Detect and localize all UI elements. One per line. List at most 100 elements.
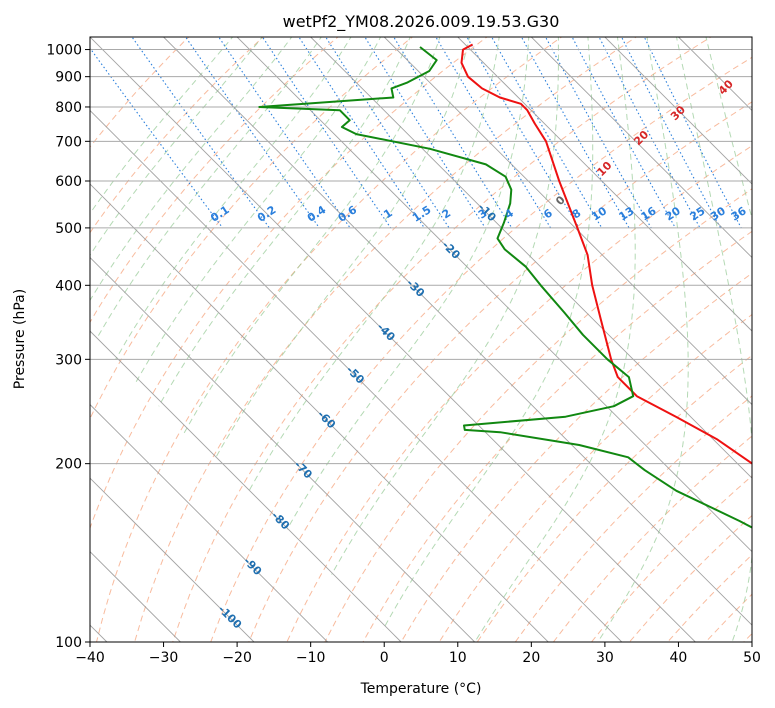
mixing-ratio-line xyxy=(364,37,486,229)
dry-adiabat-line xyxy=(743,632,752,642)
mixing-ratio-line xyxy=(90,47,224,229)
dry-adiabat-line xyxy=(90,37,265,234)
x-tick-label: −40 xyxy=(75,650,105,666)
y-tick-label: 100 xyxy=(55,635,82,651)
isotherm-line xyxy=(90,403,328,642)
x-tick-label: 50 xyxy=(743,650,761,666)
mixing-ratio-label: 25 xyxy=(688,204,708,223)
y-tick-label: 800 xyxy=(55,100,82,116)
y-tick-label: 1000 xyxy=(46,43,82,59)
dry-adiabat-line xyxy=(438,313,752,642)
isotherm-label: -70 xyxy=(292,458,315,481)
dry-adiabat-line xyxy=(476,354,752,642)
dry-adiabat-line xyxy=(210,56,752,642)
dry-adiabat-line xyxy=(90,37,414,420)
isotherm-label: -100 xyxy=(216,603,245,632)
y-tick-label: 700 xyxy=(55,134,82,150)
mixing-ratio-label: 8 xyxy=(570,206,584,221)
mixing-ratio-line xyxy=(643,37,742,229)
line-labels: -100-90-80-70-60-50-40-30-20-100.1 0.2 0.4… xyxy=(208,77,749,631)
mixing-ratio-label: 6 xyxy=(541,206,555,221)
dry-adiabat-line xyxy=(90,37,488,530)
dry-adiabat-line xyxy=(324,188,752,642)
x-tick-label: −30 xyxy=(149,650,179,666)
mixing-ratio-line xyxy=(393,37,513,229)
y-tick-label: 600 xyxy=(55,174,82,190)
isotherm-line xyxy=(383,37,752,406)
mixing-ratio-line xyxy=(131,37,270,229)
moist-adiabat-line xyxy=(158,37,411,407)
moist-adiabat-label: 30 xyxy=(668,103,688,123)
moist-adiabat-line xyxy=(382,37,594,630)
moist-adiabat-line xyxy=(597,37,689,642)
y-axis-label: Pressure (hPa) xyxy=(12,289,28,389)
y-tick-label: 200 xyxy=(55,457,82,473)
isotherm-line xyxy=(90,256,475,642)
moist-adiabat-line xyxy=(90,37,293,302)
isotherm-label: -40 xyxy=(374,321,397,344)
dry-adiabat-line xyxy=(514,395,752,642)
profile-series xyxy=(258,43,752,529)
isotherm-line xyxy=(310,37,752,479)
x-tick-label: −10 xyxy=(296,650,326,666)
moist-adiabat-line xyxy=(183,37,441,434)
mixing-ratio-label: 1.5 xyxy=(410,203,433,225)
mixing-ratio-label: 36 xyxy=(729,204,749,223)
isotherm-label: -20 xyxy=(439,239,462,262)
mixing-ratio-line xyxy=(184,37,320,229)
isotherm-line xyxy=(90,330,402,642)
mixing-ratio-label: 10 xyxy=(589,204,609,223)
dry-adiabat-line xyxy=(591,475,752,642)
mixing-ratio-label: 0.1 xyxy=(208,203,231,225)
moist-adiabat-line xyxy=(90,37,263,257)
x-tick-label: 0 xyxy=(380,650,389,666)
mixing-ratio-line xyxy=(435,37,552,229)
y-tick-label: 900 xyxy=(55,70,82,86)
moist-adiabat-label: 40 xyxy=(716,77,736,97)
moist-adiabat-line xyxy=(115,37,352,360)
plot-frame xyxy=(89,36,753,643)
dewpoint-line xyxy=(258,46,752,529)
mixing-ratio-line xyxy=(491,37,603,229)
moist-adiabat-line xyxy=(215,37,471,458)
moist-adiabat-line xyxy=(474,37,636,642)
y-tick-label: 300 xyxy=(55,352,82,368)
chart-title: wetPf2_YM08.2026.009.19.53.G30 xyxy=(283,12,560,32)
isotherm-line xyxy=(604,37,752,185)
isotherm-line xyxy=(457,37,752,332)
x-tick-label: 10 xyxy=(449,650,467,666)
mixing-ratio-label: 2 xyxy=(440,206,454,221)
isotherm-line xyxy=(90,37,696,642)
moist-adiabat-line xyxy=(248,37,500,492)
x-tick-label: 20 xyxy=(522,650,540,666)
isotherm-label: -60 xyxy=(315,408,338,431)
pressure-gridlines xyxy=(90,49,752,642)
dry-adiabat-line xyxy=(629,514,752,642)
isotherm-label: -80 xyxy=(269,509,292,532)
mixing-ratio-label: 30 xyxy=(708,204,728,223)
isotherm-label: -90 xyxy=(241,555,264,578)
x-tick-label: −20 xyxy=(222,650,252,666)
mixing-ratio-line xyxy=(298,37,425,229)
isotherm-line xyxy=(90,109,623,642)
x-tick-label: 30 xyxy=(596,650,614,666)
moist-adiabat-label: 20 xyxy=(631,128,651,148)
isotherm-line xyxy=(90,477,255,642)
dry-adiabat-line xyxy=(362,230,752,642)
mixing-ratio-label: 13 xyxy=(617,204,637,223)
dry-adiabat-line xyxy=(248,101,752,642)
mixing-ratio-line xyxy=(325,37,450,229)
moist-adiabat-line xyxy=(96,37,322,339)
mixing-ratio-label: 0.4 xyxy=(305,203,329,225)
isotherm-line xyxy=(531,37,752,259)
y-tick-label: 400 xyxy=(55,278,82,294)
mixing-ratio-line xyxy=(598,37,701,229)
mixing-ratio-line xyxy=(466,37,580,229)
x-axis-label: Temperature (°C) xyxy=(360,681,482,697)
isotherm-line xyxy=(90,183,549,642)
mixing-ratio-label: 20 xyxy=(663,204,683,223)
isotherm-label: -50 xyxy=(344,363,367,386)
isotherm-line xyxy=(163,37,752,626)
moist-adiabat-line xyxy=(135,37,382,382)
